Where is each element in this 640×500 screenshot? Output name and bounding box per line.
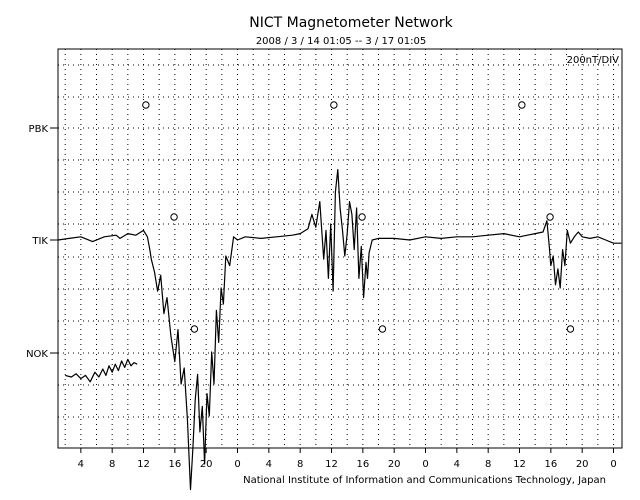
station-label-nok: NOK: [26, 349, 48, 360]
series-nok-line: [65, 358, 138, 383]
marker-tik: [358, 213, 366, 221]
credit-text: National Institute of Information and Co…: [243, 475, 606, 486]
x-tick-label: 16: [168, 459, 181, 470]
event-markers: [142, 101, 575, 333]
station-label-tik: TIK: [31, 236, 48, 247]
x-tick-label: 8: [297, 459, 303, 470]
x-tick-label: 12: [137, 459, 150, 470]
marker-nok: [378, 325, 387, 333]
plot-frame: [57, 48, 623, 449]
x-tick-label: 0: [422, 459, 428, 470]
x-tick-label: 20: [200, 459, 213, 470]
x-tick-label: 16: [544, 459, 557, 470]
x-tick-label: 20: [576, 459, 589, 470]
series-tik-line: [58, 169, 622, 491]
x-tick-label: 12: [513, 459, 526, 470]
series-group: [58, 169, 622, 491]
chart-title: NICT Magnetometer Network: [249, 15, 453, 31]
marker-nok: [566, 325, 575, 333]
station-labels: PBK TIK NOK: [26, 124, 58, 360]
x-tick-labels: 4 8 12 16 20 0 4 8 12 16 20 0 4 8 12 16 20 0: [78, 448, 617, 470]
x-tick-label: 4: [454, 459, 460, 470]
x-tick-label: 20: [388, 459, 401, 470]
marker-tik: [170, 213, 178, 221]
marker-pbk: [330, 101, 338, 109]
marker-pbk: [142, 101, 150, 109]
x-tick-label: 12: [325, 459, 338, 470]
grid: [58, 49, 622, 448]
x-tick-label: 0: [610, 459, 616, 470]
x-tick-label: 16: [356, 459, 369, 470]
station-label-pbk: PBK: [29, 124, 49, 135]
x-tick-label: 0: [234, 459, 240, 470]
x-tick-label: 4: [78, 459, 84, 470]
marker-pbk: [518, 101, 526, 109]
scale-label: 200nT/DIV: [567, 55, 620, 66]
marker-nok: [190, 325, 199, 333]
marker-tik: [546, 213, 554, 221]
x-tick-label: 8: [109, 459, 115, 470]
x-tick-label: 4: [266, 459, 272, 470]
chart-subtitle: 2008 / 3 / 14 01:05 -- 3 / 17 01:05: [256, 36, 426, 47]
x-tick-label: 8: [485, 459, 491, 470]
